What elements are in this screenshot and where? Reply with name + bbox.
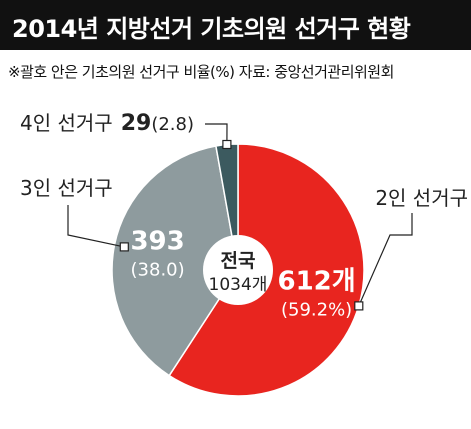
- leader-line-3: [205, 123, 228, 145]
- donut-hole: [203, 235, 273, 305]
- center-label-title: 전국: [221, 250, 256, 272]
- category-label-4인-선거구: 4인 선거구 29(2.8): [20, 111, 194, 136]
- slice-value-label-3: 29: [121, 111, 152, 136]
- leader-marker-3: [222, 139, 232, 150]
- slice-percent-label-1: (59.2%): [281, 299, 352, 320]
- leader-line-1: [358, 213, 413, 307]
- title-bar: 2014년 지방선거 기초의원 선거구 현황: [0, 0, 471, 50]
- chart-title: 2014년 지방선거 기초의원 선거구 현황: [12, 15, 411, 43]
- leader-line-2: [67, 205, 125, 248]
- leader-marker-2: [119, 242, 129, 252]
- category-label-3인-선거구: 3인 선거구: [20, 176, 113, 200]
- slice-percent-label-2: (38.0): [131, 260, 185, 281]
- slice-percent-label-3: (2.8): [151, 114, 194, 135]
- leader-marker-1: [354, 301, 364, 311]
- category-label-2인-선거구: 2인 선거구: [375, 186, 468, 210]
- slice-value-label-1: 612개: [277, 266, 355, 296]
- chart-subtitle: ※괄호 안은 기초의원 선거구 비율(%) 자료: 중앙선거관리위원회: [8, 63, 394, 81]
- slice-value-label-2: 393: [130, 227, 184, 257]
- center-label-total: 1034개: [209, 275, 268, 295]
